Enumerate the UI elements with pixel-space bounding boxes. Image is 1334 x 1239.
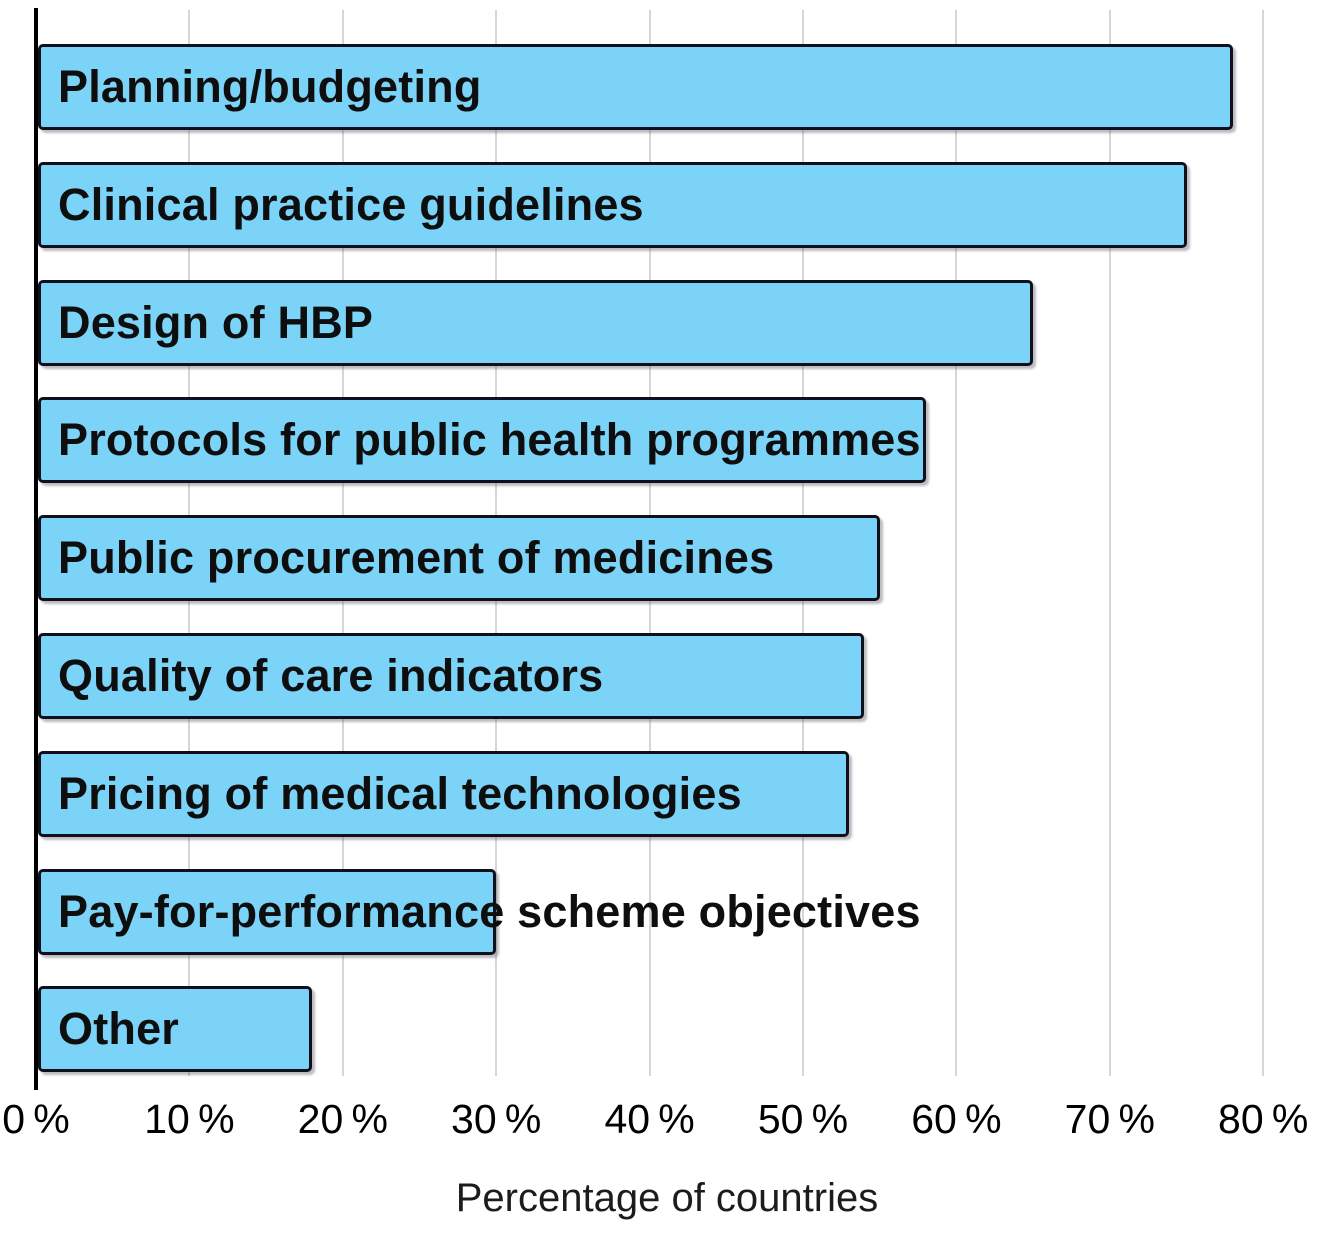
bar: Pricing of medical technologies: [38, 750, 850, 837]
bar: Protocols for public health programmes: [38, 397, 926, 484]
bar-label: Protocols for public health programmes: [58, 414, 921, 466]
bar-label: Clinical practice guidelines: [58, 178, 644, 230]
plot-area: Planning/budgeting Clinical practice guid…: [34, 8, 1265, 1090]
x-tick-label: 40 %: [604, 1096, 695, 1142]
bar-label: Design of HBP: [58, 296, 374, 348]
bar-label: Pay-for-performance scheme objectives: [58, 885, 921, 937]
x-axis-title: Percentage of countries: [455, 1176, 879, 1220]
x-tick-label: 10 %: [144, 1096, 235, 1142]
y-axis-line: [34, 8, 38, 1090]
bar: Design of HBP: [38, 279, 1034, 366]
bar-label: Planning/budgeting: [58, 61, 482, 112]
bar: Quality of care indicators: [38, 633, 865, 719]
gridline: [1262, 10, 1265, 1076]
x-tick-label: 70 %: [1064, 1096, 1155, 1142]
x-tick-label: 30 %: [451, 1096, 542, 1142]
bar-label: Quality of care indicators: [58, 650, 604, 701]
bar-label: Other: [58, 1003, 180, 1055]
x-tick-label: 50 %: [757, 1096, 849, 1142]
gridline: [1108, 10, 1111, 1076]
bar-label: Pricing of medical technologies: [58, 767, 742, 819]
bar: Public procurement of medicines: [38, 515, 880, 602]
bar: Other: [38, 986, 313, 1073]
bar-label: Public procurement of medicines: [58, 532, 775, 584]
x-tick-label: 20 %: [297, 1096, 388, 1142]
bar: Clinical practice guidelines: [38, 161, 1187, 248]
x-tick-label: 80 %: [1218, 1096, 1309, 1142]
x-tick-label: 60 %: [911, 1096, 1002, 1142]
bar: Planning/budgeting: [38, 44, 1233, 130]
bar: Pay-for-performance scheme objectives: [38, 868, 921, 955]
gridline: [955, 10, 958, 1076]
x-tick-label: 0 %: [2, 1096, 70, 1142]
